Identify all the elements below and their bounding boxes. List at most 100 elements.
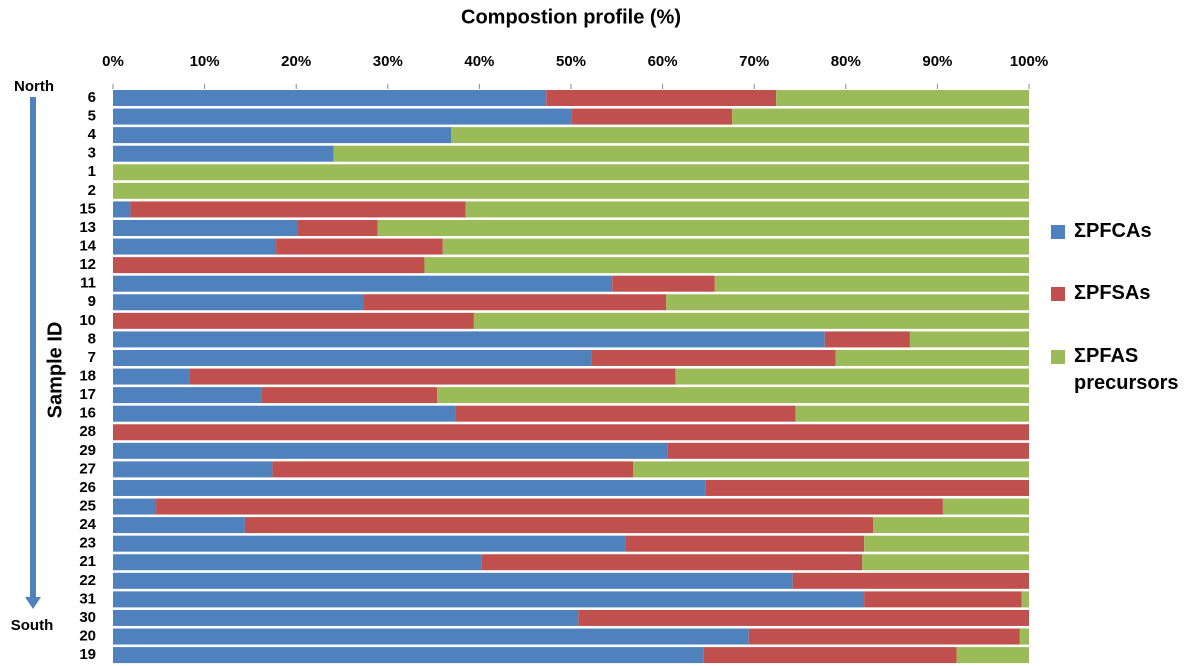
y-tick-label: 8 (88, 330, 96, 347)
bar-segment (113, 591, 865, 608)
bar-segment (113, 312, 474, 329)
x-tick-label: 70% (739, 53, 769, 70)
bar-segment (795, 405, 1029, 422)
x-tick-label: 20% (281, 53, 311, 70)
bar-segment (873, 517, 1029, 534)
bar-segment (792, 572, 1029, 589)
bar-segment (864, 591, 1022, 608)
y-tick-label: 9 (88, 293, 96, 310)
x-tick-label: 90% (922, 53, 952, 70)
legend-swatch (1051, 350, 1065, 364)
bar-segment (835, 349, 1029, 366)
bar-segment (377, 219, 1029, 236)
bar-segment (113, 535, 626, 552)
bar-segment (113, 405, 456, 422)
bar-segment (732, 108, 1029, 125)
bar-segment (703, 647, 957, 664)
bar-segment (130, 201, 466, 218)
y-tick-label: 24 (79, 516, 96, 533)
bar-segment (276, 238, 443, 255)
bar-segment (363, 294, 667, 311)
bar-segment (113, 479, 706, 496)
bar-segment (776, 90, 1029, 106)
bar-segment (113, 609, 579, 626)
y-tick-label: 14 (79, 238, 96, 255)
bar-segment (424, 257, 1029, 274)
bar-segment (272, 461, 634, 478)
y-tick-label: 27 (79, 460, 96, 477)
bar-segment (591, 349, 836, 366)
annotation: South (11, 617, 54, 634)
bar-segment (113, 275, 613, 292)
bar-segment (113, 368, 190, 385)
bar-segment (298, 219, 378, 236)
bar-segment (113, 238, 277, 255)
y-tick-label: 1 (88, 163, 96, 180)
x-tick-label: 10% (190, 53, 220, 70)
y-tick-label: 10 (79, 312, 96, 329)
bar-segment (442, 238, 1029, 255)
y-tick-label: 20 (79, 627, 96, 644)
y-tick-label: 28 (79, 423, 96, 440)
y-tick-label: 13 (79, 219, 96, 236)
bar-segment (113, 424, 1029, 441)
bar-segment (261, 387, 438, 404)
y-tick-label: 4 (88, 126, 97, 143)
bar-segment (942, 498, 1029, 515)
bar-segment (824, 331, 910, 348)
y-tick-label: 12 (79, 256, 96, 273)
bar-segment (113, 442, 668, 459)
bar-segment (909, 331, 1029, 348)
y-axis-label: Sample ID (44, 322, 66, 419)
y-tick-label: 6 (88, 89, 96, 106)
bar-segment (113, 201, 131, 218)
y-tick-label: 15 (79, 200, 96, 217)
bar-segment (113, 647, 704, 664)
y-tick-label: 23 (79, 535, 96, 552)
legend-label: ΣPFSAs (1074, 282, 1151, 304)
bar-segment (1019, 628, 1029, 645)
bar-segment (437, 387, 1029, 404)
x-tick-label: 50% (556, 53, 586, 70)
bar-segment (113, 387, 262, 404)
y-tick-label: 5 (88, 108, 96, 125)
bar-segment (113, 554, 482, 571)
legend-entry: ΣPFCAs (1074, 220, 1152, 242)
bar-segment (675, 368, 1029, 385)
bar-segment (113, 182, 1029, 199)
bar-segment (113, 461, 273, 478)
bar-segment (333, 145, 1030, 162)
y-tick-label: 26 (79, 479, 96, 496)
legend-entry: ΣPFAS precursors (1074, 345, 1179, 394)
x-tick-label: 30% (373, 53, 403, 70)
bar-segment (113, 331, 825, 348)
y-tick-label: 31 (79, 590, 96, 607)
y-tick-label: 19 (79, 646, 96, 663)
bar-segment (633, 461, 1029, 478)
bar-segment (465, 201, 1029, 218)
bar-segment (244, 517, 874, 534)
bar-segment (667, 442, 1029, 459)
bar-segment (113, 628, 749, 645)
bar-segment (113, 164, 1029, 181)
arrow-head (25, 597, 41, 609)
bar-segment (113, 257, 425, 274)
bar-segment (113, 517, 245, 534)
bar-segment (714, 275, 1029, 292)
y-tick-label: 22 (79, 572, 96, 589)
bar-segment (113, 127, 452, 144)
bar-segment (113, 145, 334, 162)
bar-segment (113, 572, 793, 589)
bar-segment (451, 127, 1029, 144)
bar-segment (113, 108, 572, 125)
bar-segment (113, 498, 157, 515)
y-tick-label: 17 (79, 386, 96, 403)
bar-segment (666, 294, 1029, 311)
x-tick-label: 0% (102, 53, 124, 70)
bar-segment (113, 294, 364, 311)
y-tick-label: 30 (79, 609, 96, 626)
y-tick-label: 25 (79, 498, 96, 515)
legend-entry: ΣPFSAs (1074, 282, 1151, 304)
bar-segment (956, 647, 1029, 664)
